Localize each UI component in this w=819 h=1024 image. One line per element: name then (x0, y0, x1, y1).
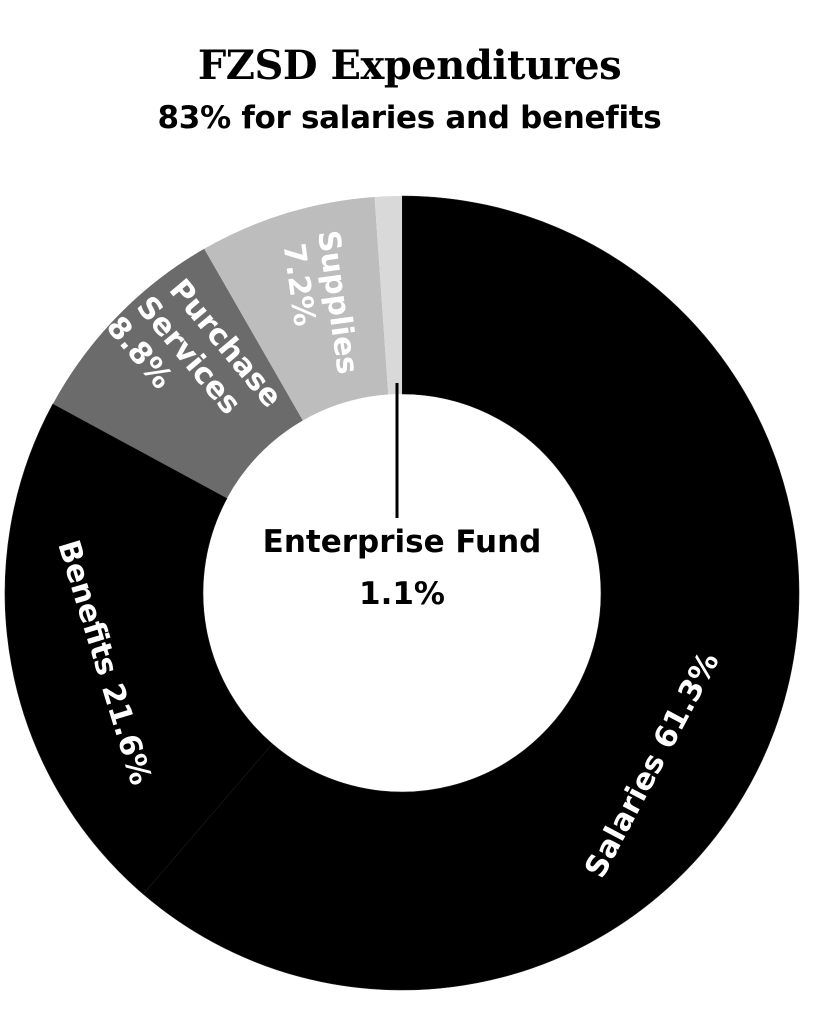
center-label-enterprise-fund: Enterprise Fund (262, 524, 542, 560)
donut-slices (4, 195, 800, 991)
slice-salaries (142, 195, 800, 991)
center-label-enterprise-value: 1.1% (359, 576, 445, 612)
slice-purchase-services (52, 248, 303, 499)
slice-enterprise-fund (374, 196, 402, 395)
chart-title: FZSD Expenditures (197, 42, 622, 89)
slice-supplies (204, 196, 389, 421)
chart-subtitle: 83% for salaries and benefits (157, 100, 662, 136)
slice-benefits (4, 403, 273, 895)
